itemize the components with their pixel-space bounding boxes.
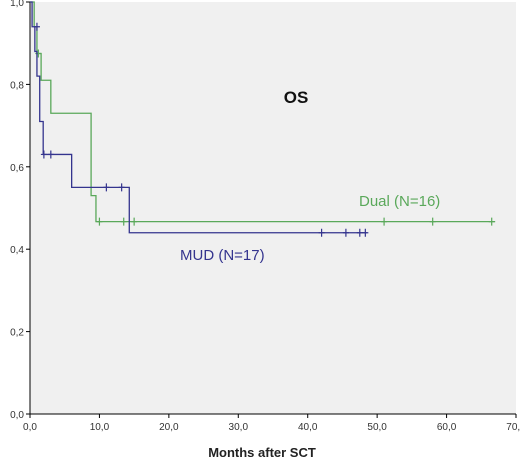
censor-mark [342,228,349,237]
series-layer [30,1,496,237]
chart-title: OS [284,88,309,107]
censor-mark [131,217,138,226]
x-tick-label: 30,0 [229,422,249,433]
series-mud [30,1,369,237]
y-tick-label: 0,6 [10,163,24,174]
x-axis-title: Months after SCT [208,445,316,460]
y-tick-label: 0,8 [10,80,24,91]
x-tick-label: 70,0 [506,422,520,433]
censor-mark [40,150,47,159]
censor-mark [33,22,40,31]
axes: 0,0 10,0 20,0 30,0 40,0 50,0 60,0 70,0 0,0 0,2 0,4… [10,0,520,433]
censor-mark [356,228,363,237]
censor-mark [381,217,388,226]
survival-curve [30,1,367,234]
censor-mark [96,217,103,226]
y-tick-label: 0,4 [10,245,24,256]
censor-mark [103,183,110,192]
censor-mark [429,217,436,226]
series-label-mud: MUD (N=17) [180,247,265,264]
x-tick-label: 10,0 [90,422,110,433]
x-tick-label: 0,0 [23,422,37,433]
x-tick-label: 40,0 [298,422,318,433]
x-tick-label: 60,0 [437,422,457,433]
censor-mark [120,217,127,226]
plot-background [30,2,516,414]
y-tick-label: 0,2 [10,328,24,339]
censor-mark [362,228,369,237]
series-label-dual: Dual (N=16) [359,193,440,210]
y-tick-label: 0,0 [10,410,24,421]
censor-mark [47,150,54,159]
censor-mark [118,183,125,192]
x-tick-label: 20,0 [159,422,179,433]
censor-mark [318,228,325,237]
y-tick-label: 1,0 [10,0,24,9]
x-tick-label: 50,0 [367,422,387,433]
censor-mark [488,217,495,226]
